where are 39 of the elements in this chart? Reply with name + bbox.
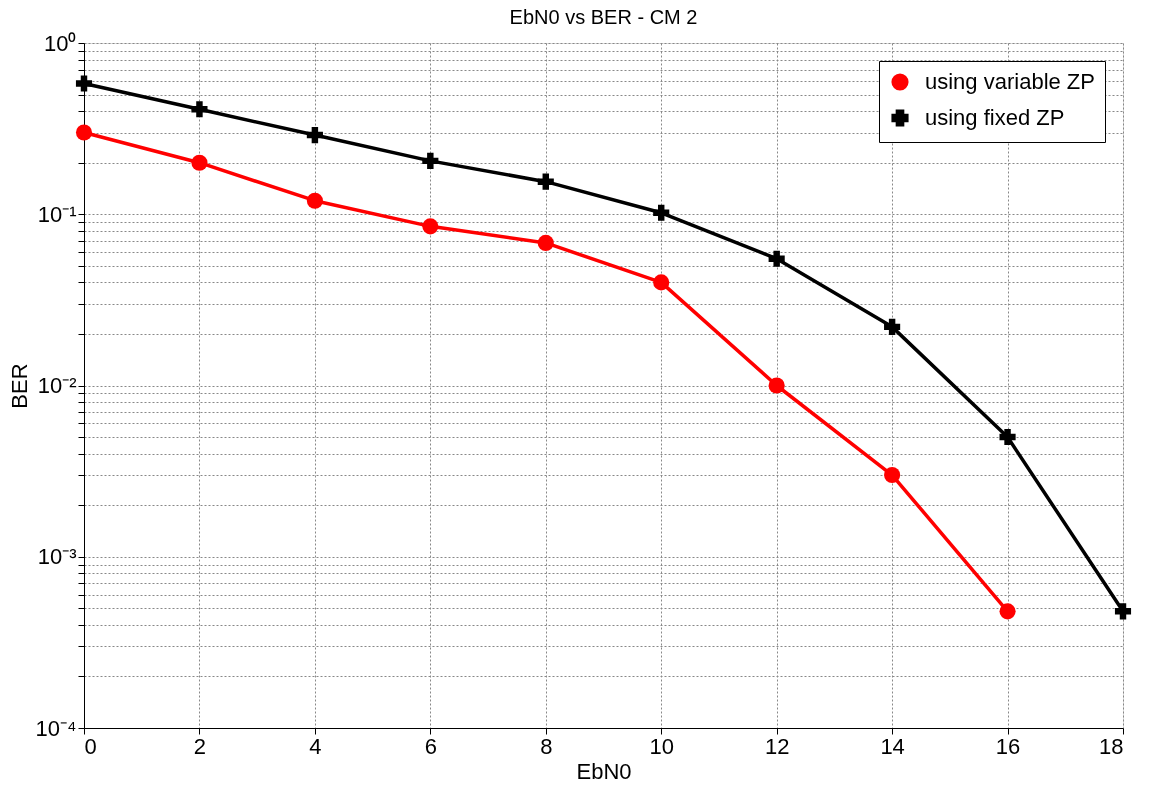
y-tick-label: 10⁰ [44, 30, 77, 56]
x-tick-label: 16 [995, 733, 1021, 759]
legend-label: using fixed ZP [925, 105, 1065, 130]
point [191, 101, 208, 118]
x-tick-label: 4 [309, 733, 322, 759]
x-tick-label: 10 [649, 733, 674, 759]
point [884, 318, 901, 335]
point [653, 274, 670, 291]
y-tick-label: 10⁻⁴ [35, 715, 77, 741]
y-tick-label: 10⁻³ [37, 544, 77, 570]
point [191, 154, 208, 171]
y-tick-label: 10⁻¹ [37, 201, 77, 227]
point [422, 218, 439, 235]
point [306, 127, 323, 144]
point [306, 192, 323, 209]
point [537, 234, 554, 251]
x-tick-label: 2 [193, 733, 207, 759]
x-tick-label: 6 [424, 733, 437, 759]
x-tick-label: 18 [1099, 733, 1124, 759]
point [1114, 603, 1132, 620]
point [75, 75, 93, 92]
point [653, 204, 670, 221]
point [75, 124, 93, 141]
x-tick-label: 0 [84, 733, 97, 759]
point [768, 377, 785, 394]
y-tick-label: 10⁻² [37, 373, 77, 398]
legend-label: using variable ZP [925, 69, 1095, 94]
x-axis-title: EbN0 [576, 758, 632, 784]
y-axis-title: BER [6, 363, 32, 409]
point [884, 467, 901, 484]
point [999, 428, 1016, 446]
point [422, 152, 439, 169]
x-tick-label: 8 [540, 733, 553, 759]
chart-title: EbN0 vs BER - CM 2 [509, 6, 698, 28]
point [999, 603, 1016, 620]
point [537, 173, 554, 190]
point [768, 250, 785, 267]
x-tick-label: 14 [880, 733, 905, 759]
x-tick-label: 12 [764, 733, 790, 759]
